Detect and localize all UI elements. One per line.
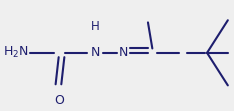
Text: H$_2$N: H$_2$N	[3, 45, 29, 60]
Text: H: H	[91, 20, 100, 33]
Text: N: N	[119, 46, 128, 59]
Text: O: O	[54, 94, 64, 107]
Text: N: N	[91, 46, 100, 59]
